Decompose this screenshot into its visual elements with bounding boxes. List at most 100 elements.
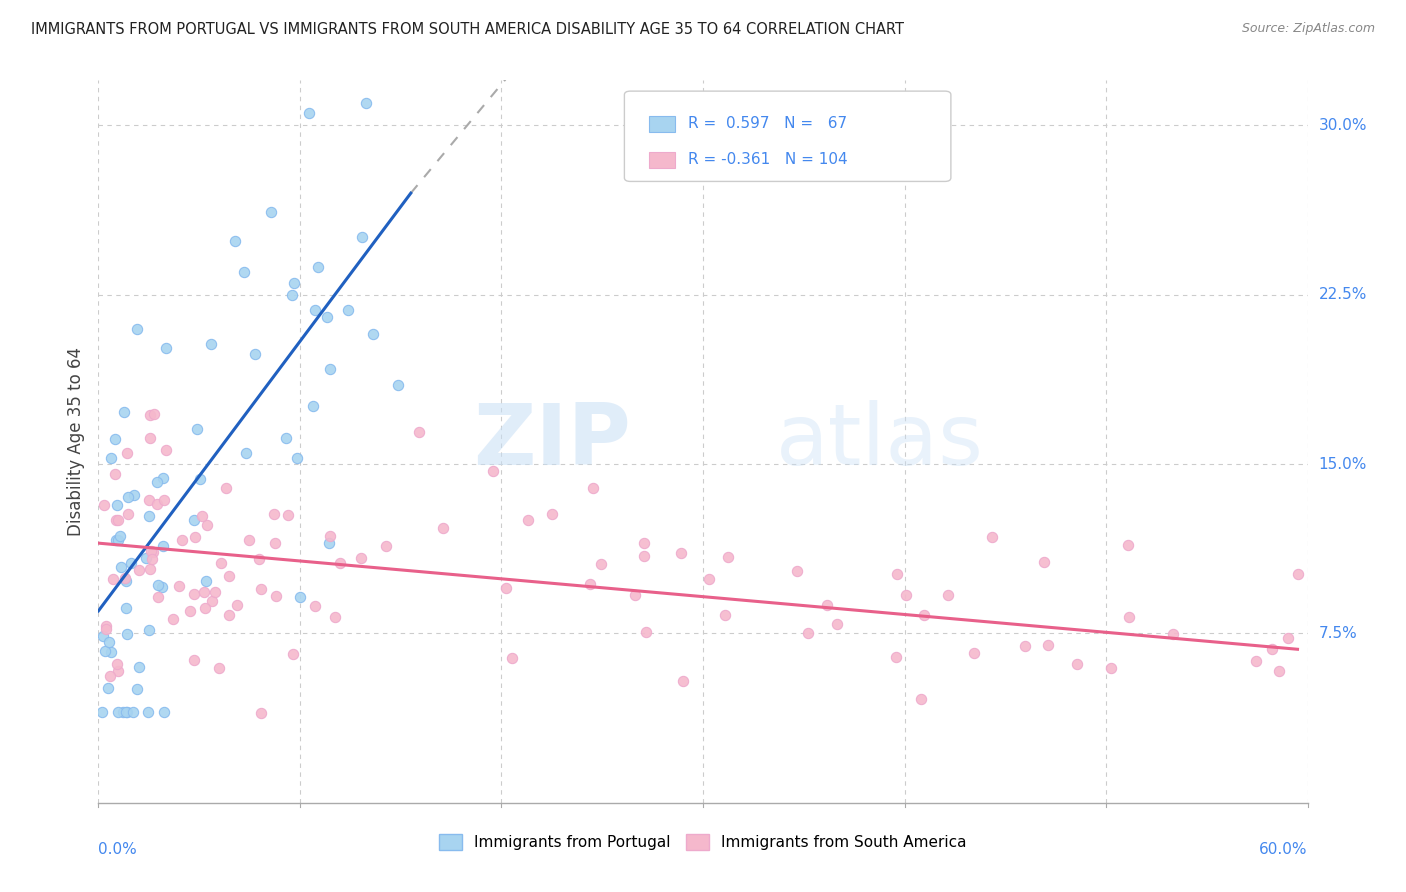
Point bbox=[141, 544, 163, 558]
Point bbox=[912, 608, 935, 623]
Point bbox=[105, 513, 128, 527]
Point bbox=[298, 105, 321, 120]
Point bbox=[1116, 538, 1139, 552]
Point bbox=[93, 644, 115, 658]
Text: Source: ZipAtlas.com: Source: ZipAtlas.com bbox=[1241, 22, 1375, 36]
Point bbox=[100, 451, 122, 466]
Point bbox=[153, 706, 176, 720]
Point bbox=[501, 651, 523, 665]
Point bbox=[1036, 638, 1059, 652]
Point bbox=[97, 635, 120, 649]
Point bbox=[104, 433, 127, 447]
Point bbox=[155, 443, 177, 458]
Point bbox=[112, 706, 135, 720]
Point bbox=[1066, 657, 1088, 672]
Point bbox=[1033, 555, 1056, 569]
Point bbox=[152, 580, 174, 594]
Point bbox=[589, 557, 612, 571]
Point bbox=[1260, 641, 1282, 656]
Point bbox=[155, 341, 177, 355]
Point bbox=[1277, 632, 1299, 646]
Point bbox=[115, 706, 138, 720]
Point bbox=[97, 681, 120, 696]
Point bbox=[263, 536, 285, 550]
Point bbox=[1286, 567, 1309, 582]
Point bbox=[304, 599, 326, 613]
Point bbox=[1118, 609, 1140, 624]
Point bbox=[115, 574, 138, 588]
Point bbox=[374, 539, 396, 553]
Point bbox=[387, 378, 409, 392]
Point bbox=[319, 529, 342, 543]
Point bbox=[193, 584, 215, 599]
Point bbox=[179, 605, 201, 619]
Point bbox=[100, 645, 122, 659]
Point bbox=[886, 567, 908, 582]
Point bbox=[211, 556, 233, 570]
Point bbox=[316, 310, 339, 325]
Point bbox=[170, 533, 193, 547]
Point bbox=[318, 536, 340, 550]
Point bbox=[495, 581, 517, 595]
Point bbox=[96, 622, 118, 636]
Point bbox=[319, 362, 342, 376]
Point bbox=[323, 609, 346, 624]
Point bbox=[110, 560, 132, 574]
Point bbox=[152, 539, 174, 553]
Point bbox=[277, 508, 299, 522]
Point bbox=[115, 706, 138, 720]
Point bbox=[215, 481, 238, 495]
Point bbox=[146, 591, 169, 605]
Point bbox=[260, 204, 283, 219]
Point bbox=[194, 600, 217, 615]
Point bbox=[1099, 661, 1122, 675]
Point bbox=[125, 322, 148, 336]
Point bbox=[188, 472, 211, 486]
Point bbox=[408, 425, 430, 439]
Point bbox=[337, 303, 360, 318]
Point bbox=[910, 691, 932, 706]
Point bbox=[249, 582, 271, 597]
Point bbox=[238, 533, 260, 547]
Point bbox=[796, 625, 818, 640]
Point bbox=[112, 405, 135, 419]
Point bbox=[301, 399, 323, 413]
Point bbox=[138, 623, 160, 637]
Point bbox=[201, 594, 224, 608]
Point bbox=[120, 556, 142, 570]
Point bbox=[717, 549, 740, 564]
Point bbox=[152, 471, 174, 485]
Point bbox=[218, 569, 240, 583]
Point bbox=[98, 669, 121, 683]
Point bbox=[669, 546, 692, 560]
Point bbox=[633, 549, 655, 563]
Point bbox=[167, 579, 190, 593]
Point bbox=[107, 664, 129, 678]
Point bbox=[633, 536, 655, 550]
Point bbox=[183, 653, 205, 667]
Point bbox=[894, 588, 917, 602]
Text: 22.5%: 22.5% bbox=[1319, 287, 1367, 302]
Point bbox=[115, 601, 138, 615]
Point bbox=[482, 464, 505, 478]
Point bbox=[1163, 627, 1185, 641]
Point bbox=[162, 612, 184, 626]
Point bbox=[287, 451, 309, 466]
Point bbox=[786, 564, 808, 578]
Point bbox=[541, 507, 564, 521]
Point bbox=[432, 521, 454, 535]
Point bbox=[232, 265, 254, 279]
Point bbox=[104, 533, 127, 548]
Point bbox=[107, 533, 129, 547]
Point bbox=[136, 706, 159, 720]
Point bbox=[194, 574, 217, 588]
Point bbox=[307, 260, 329, 274]
Point bbox=[195, 517, 218, 532]
Text: 0.0%: 0.0% bbox=[98, 842, 138, 856]
Point bbox=[200, 337, 222, 351]
Point bbox=[153, 492, 176, 507]
Point bbox=[148, 577, 170, 591]
Legend: Immigrants from Portugal, Immigrants from South America: Immigrants from Portugal, Immigrants fro… bbox=[433, 829, 973, 856]
Point bbox=[141, 552, 163, 566]
Point bbox=[224, 235, 246, 249]
